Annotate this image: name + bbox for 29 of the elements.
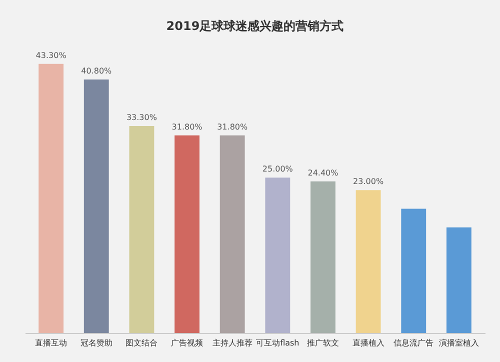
x-tick-label: 演播室植入 xyxy=(438,338,479,348)
x-tick-label: 可互动flash xyxy=(256,338,300,348)
x-tick-label: 信息流广告 xyxy=(394,338,434,348)
x-tick-label: 直播互动 xyxy=(35,338,68,348)
data-label: 43.30% xyxy=(36,50,67,60)
x-tick-label: 直播植入 xyxy=(352,338,384,348)
data-label: 31.80% xyxy=(172,122,203,132)
bar xyxy=(401,208,426,333)
x-tick-label: 冠名赞助 xyxy=(80,338,112,348)
bar xyxy=(220,135,245,333)
x-tick-label: 推广软文 xyxy=(306,338,339,348)
bar xyxy=(356,190,381,333)
data-label: 25.00% xyxy=(262,164,294,174)
bar xyxy=(310,181,336,333)
bar xyxy=(38,64,64,333)
data-label: 24.40% xyxy=(308,168,339,178)
bar xyxy=(84,79,109,333)
x-tick-label: 图文结合 xyxy=(126,338,158,348)
x-tick-label: 广告视频 xyxy=(171,338,204,348)
data-label: 33.30% xyxy=(126,113,158,122)
data-label: 23.00% xyxy=(353,177,384,186)
data-label: 31.80% xyxy=(217,122,248,132)
chart-title: 2019足球球迷感兴趣的营销方式 xyxy=(166,19,344,33)
bar xyxy=(446,227,472,333)
bar xyxy=(265,178,290,333)
data-label: 40.80% xyxy=(81,66,112,76)
x-tick-label: 主持人推荐 xyxy=(212,338,252,348)
bar xyxy=(174,135,200,333)
bar xyxy=(129,126,154,333)
